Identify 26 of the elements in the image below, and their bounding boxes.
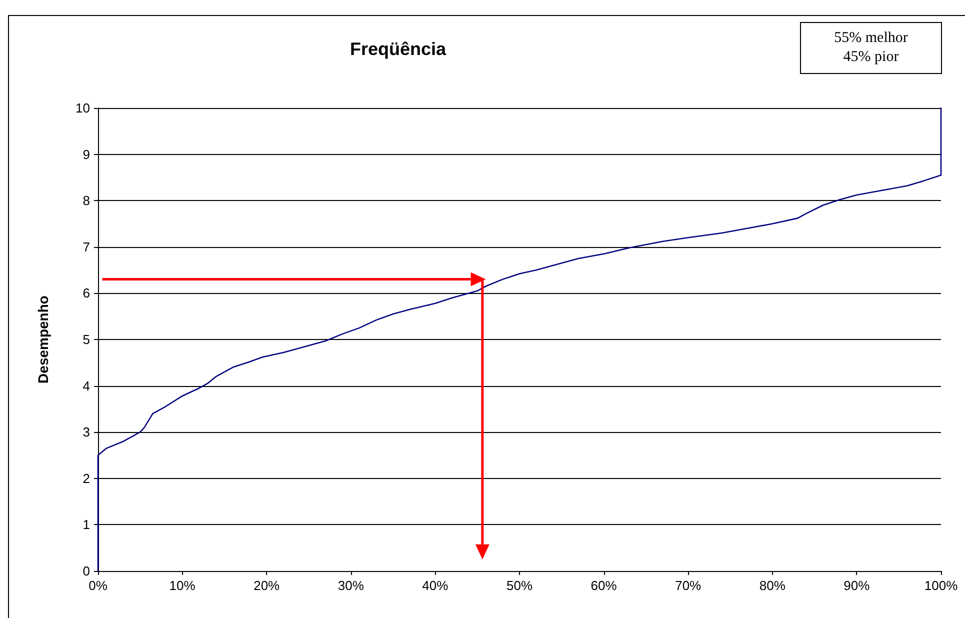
- y-tick-label: 6: [82, 286, 90, 301]
- y-tick-label: 4: [82, 378, 90, 394]
- x-tick-label: 60%: [590, 578, 618, 593]
- y-tick-label: 0: [82, 564, 90, 578]
- y-tick-label: 7: [82, 239, 90, 254]
- x-tick-label: 30%: [338, 578, 364, 593]
- x-tick-label: 90%: [844, 578, 870, 593]
- y-tick-label: 3: [82, 424, 90, 440]
- x-tick-label: 0%: [88, 578, 108, 593]
- y-tick-label: 5: [82, 332, 90, 347]
- y-tick-label: 2: [82, 470, 90, 486]
- y-tick-label: 9: [82, 146, 90, 162]
- y-tick-label: 1: [82, 517, 90, 532]
- x-tick-label: 10%: [169, 578, 196, 593]
- x-tick-label: 20%: [254, 578, 280, 593]
- y-tick-label: 8: [82, 193, 90, 208]
- x-tick-label: 80%: [759, 578, 786, 593]
- chart-title: Freqüência: [350, 39, 448, 59]
- line-series: [97, 107, 942, 572]
- x-tick-label: 50%: [506, 578, 533, 593]
- x-tick-label: 40%: [422, 578, 449, 593]
- y-axis-title: Desempenho: [35, 296, 51, 384]
- x-tick-label: 70%: [675, 578, 702, 593]
- text: 55% melhor 45% pior: [800, 22, 942, 74]
- y-tick-label: 10: [76, 100, 90, 116]
- x-tick-label: 100%: [924, 578, 958, 593]
